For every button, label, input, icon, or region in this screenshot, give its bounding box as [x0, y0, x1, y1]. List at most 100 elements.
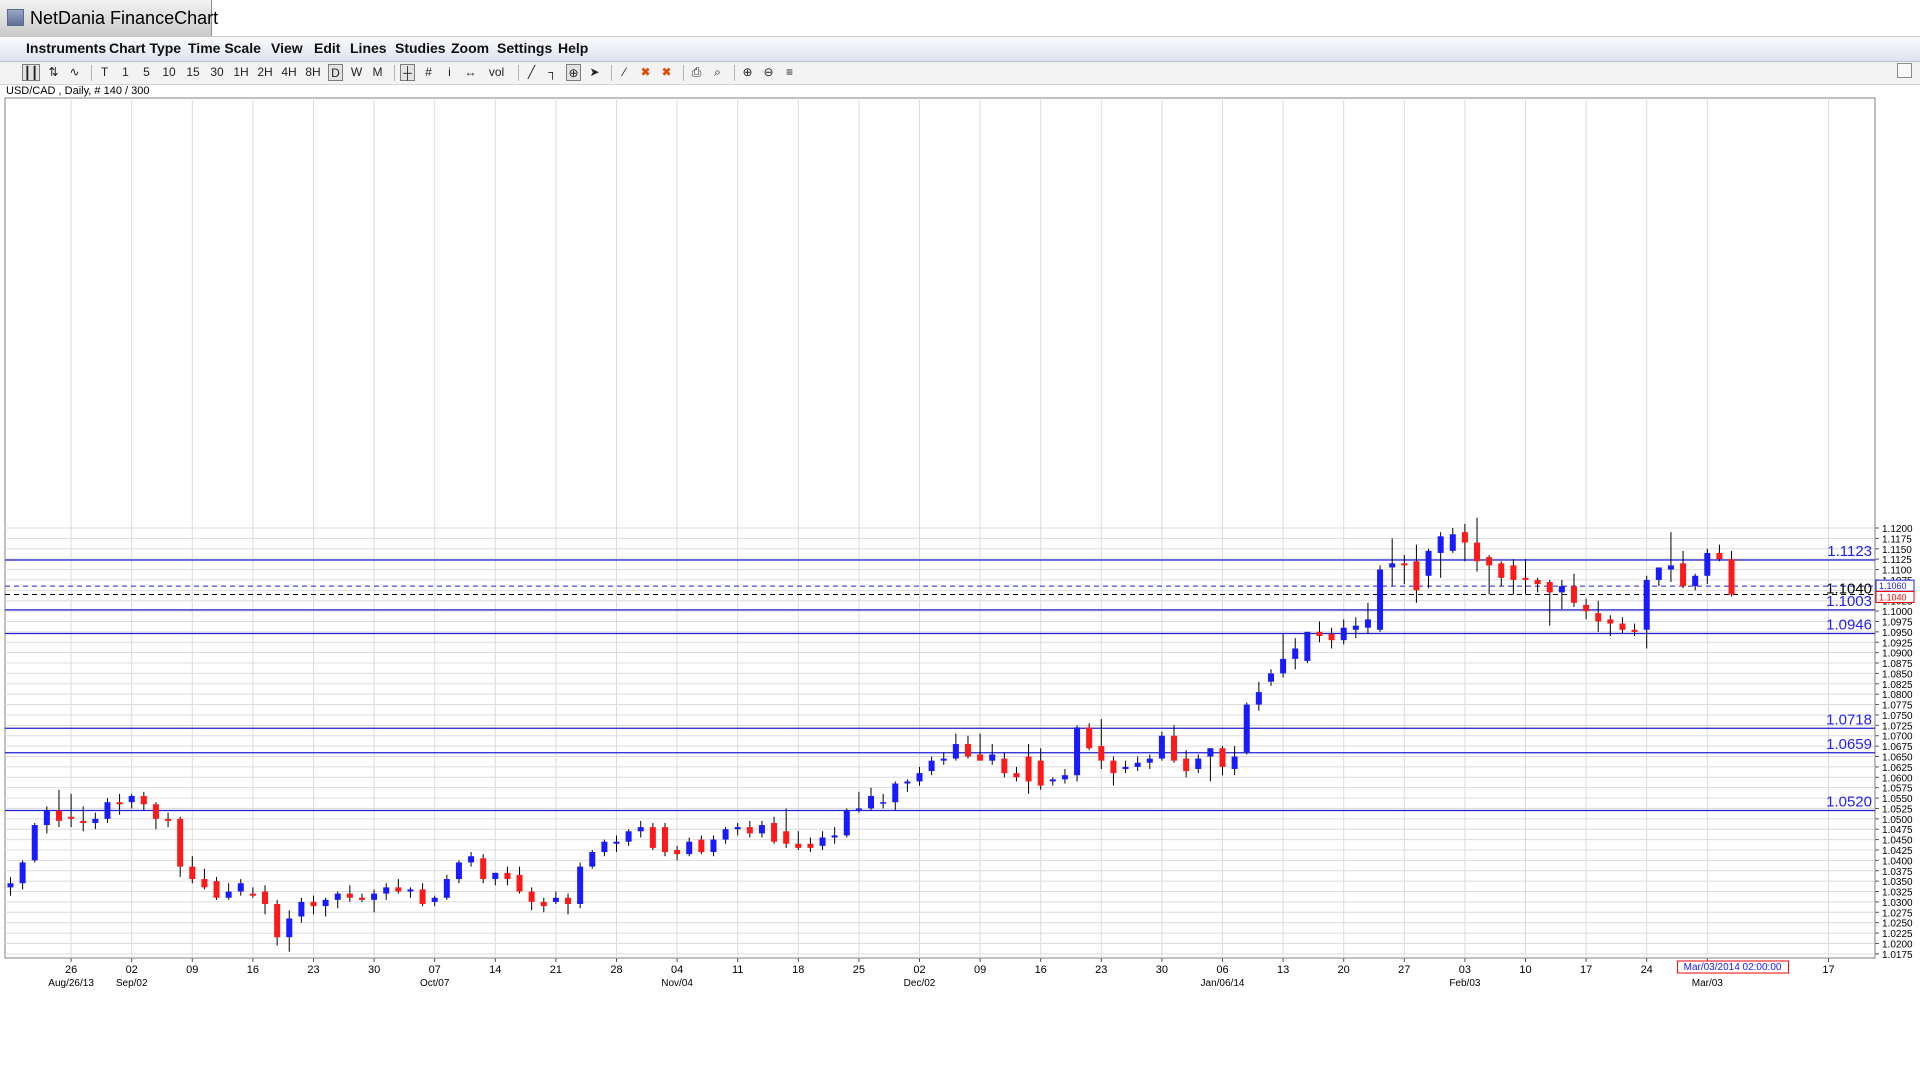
horizontal-line-button[interactable]: ┐	[548, 65, 557, 79]
menu-help[interactable]: Help	[558, 40, 589, 56]
x-tick-label: 28	[610, 964, 622, 976]
horizontal-lines: 1.1123 1.1003 1.0946 1.0718 1.0659 1.0520	[5, 543, 1875, 812]
period-10-button[interactable]: 10	[162, 65, 176, 79]
trendline-button[interactable]: ╱	[527, 65, 536, 79]
candle	[80, 806, 87, 832]
period-4h-button[interactable]: 4H	[281, 65, 297, 79]
tick-period-button[interactable]: T	[100, 65, 109, 79]
fibonacci-button[interactable]: ⊕	[566, 64, 581, 81]
y-tick-label: 1.0500	[1882, 815, 1913, 826]
candle-body	[710, 839, 717, 853]
menu-chart-type[interactable]: Chart Type	[109, 40, 182, 56]
print-preview-button[interactable]: ⌕	[714, 65, 721, 79]
menu-instruments[interactable]: Instruments	[26, 40, 107, 56]
cursor-time-label: Mar/03/2014 02:00:00	[1684, 962, 1782, 973]
period-2h-button[interactable]: 2H	[257, 65, 273, 79]
candle	[1061, 768, 1068, 784]
candle	[1570, 573, 1577, 607]
x-tick-label: 07	[429, 964, 441, 976]
y-tick-label: 1.0625	[1882, 763, 1913, 774]
pen-button[interactable]: ⁄	[623, 65, 626, 79]
candle	[928, 756, 935, 776]
zoom-in-button[interactable]: ⊕	[742, 65, 753, 79]
menu-view[interactable]: View	[271, 40, 303, 56]
period-8h-button[interactable]: 8H	[305, 65, 321, 79]
pan-button[interactable]: ↔	[464, 65, 477, 79]
candle-body	[1486, 557, 1493, 566]
period-d-button[interactable]: D	[328, 64, 343, 81]
candle	[1001, 752, 1008, 778]
volume-button[interactable]: vol	[488, 65, 505, 79]
candle	[1474, 517, 1481, 572]
x-tick-label: 24	[1641, 964, 1653, 976]
toolbar-separator	[683, 65, 684, 81]
zoom-reset-button[interactable]: ≡	[785, 65, 793, 79]
print-button[interactable]: ⎙	[691, 65, 702, 79]
menu-zoom[interactable]: Zoom	[451, 40, 490, 56]
horizontal-line-label: 1.0659	[1826, 736, 1872, 753]
y-tick-label: 1.0175	[1882, 950, 1913, 961]
candle-body	[1195, 758, 1202, 769]
period-1h-button[interactable]: 1H	[233, 65, 249, 79]
candle	[383, 883, 390, 900]
candlestick-chart-button[interactable]: ┃┃	[22, 64, 40, 81]
x-tick-label: 06	[1216, 964, 1228, 976]
candle-body	[165, 818, 172, 821]
x-tick-label: 02	[126, 964, 138, 976]
candle-body	[977, 754, 984, 761]
candle-body	[625, 831, 632, 842]
period-1-button[interactable]: 1	[122, 65, 129, 79]
arrow-button[interactable]: ➤	[589, 65, 600, 79]
delete-all-button[interactable]: ✖	[661, 65, 672, 79]
period-15-button[interactable]: 15	[186, 65, 200, 79]
period-m-button[interactable]: M	[372, 65, 383, 79]
candle	[346, 885, 353, 902]
candle	[637, 820, 644, 838]
candle-body	[55, 810, 62, 821]
candle-body	[371, 893, 378, 900]
candle-body	[746, 827, 753, 834]
info-button[interactable]: i	[448, 65, 451, 79]
menu-lines[interactable]: Lines	[350, 40, 387, 56]
candle	[201, 868, 208, 890]
y-tick-label: 1.0700	[1882, 732, 1913, 743]
candle	[1667, 532, 1674, 583]
candle-body	[964, 744, 971, 757]
candle	[395, 879, 402, 894]
candle-body	[1183, 758, 1190, 772]
candle	[1364, 602, 1371, 634]
candle-body	[1219, 748, 1226, 767]
candle	[1074, 725, 1081, 782]
period-30-button[interactable]: 30	[210, 65, 224, 79]
menu-studies[interactable]: Studies	[395, 40, 446, 56]
app-tab[interactable]: NetDania FinanceChart	[0, 0, 218, 36]
price-chart[interactable]: 1.01751.02001.02251.02501.02751.03001.03…	[0, 0, 1920, 1000]
bar-chart-button[interactable]: ⇅	[48, 65, 59, 79]
line-chart-button[interactable]: ∿	[69, 65, 80, 79]
candle	[916, 766, 923, 786]
candle	[710, 835, 717, 857]
candle-body	[104, 802, 111, 819]
candle	[1728, 550, 1735, 597]
period-w-button[interactable]: W	[350, 65, 363, 79]
y-tick-label: 1.0475	[1882, 825, 1913, 836]
candle-body	[989, 754, 996, 761]
menu-time-scale[interactable]: Time Scale	[188, 40, 261, 56]
candle	[177, 816, 184, 877]
period-5-button[interactable]: 5	[143, 65, 150, 79]
menu-settings[interactable]: Settings	[497, 40, 553, 56]
candle	[1680, 550, 1687, 589]
grid-button[interactable]: #	[425, 65, 432, 79]
candle	[1328, 627, 1335, 649]
zoom-out-button[interactable]: ⊖	[763, 65, 774, 79]
delete-button[interactable]: ✖	[640, 65, 651, 79]
menu-edit[interactable]: Edit	[314, 40, 341, 56]
candle-body	[225, 891, 232, 898]
panel-toggle-button[interactable]	[1897, 63, 1912, 78]
crosshair-button[interactable]: ┼	[400, 64, 415, 81]
candle-body	[395, 887, 402, 892]
candle-body	[601, 841, 608, 853]
candle	[1219, 746, 1226, 776]
candle	[189, 856, 196, 884]
candle	[1413, 544, 1420, 603]
